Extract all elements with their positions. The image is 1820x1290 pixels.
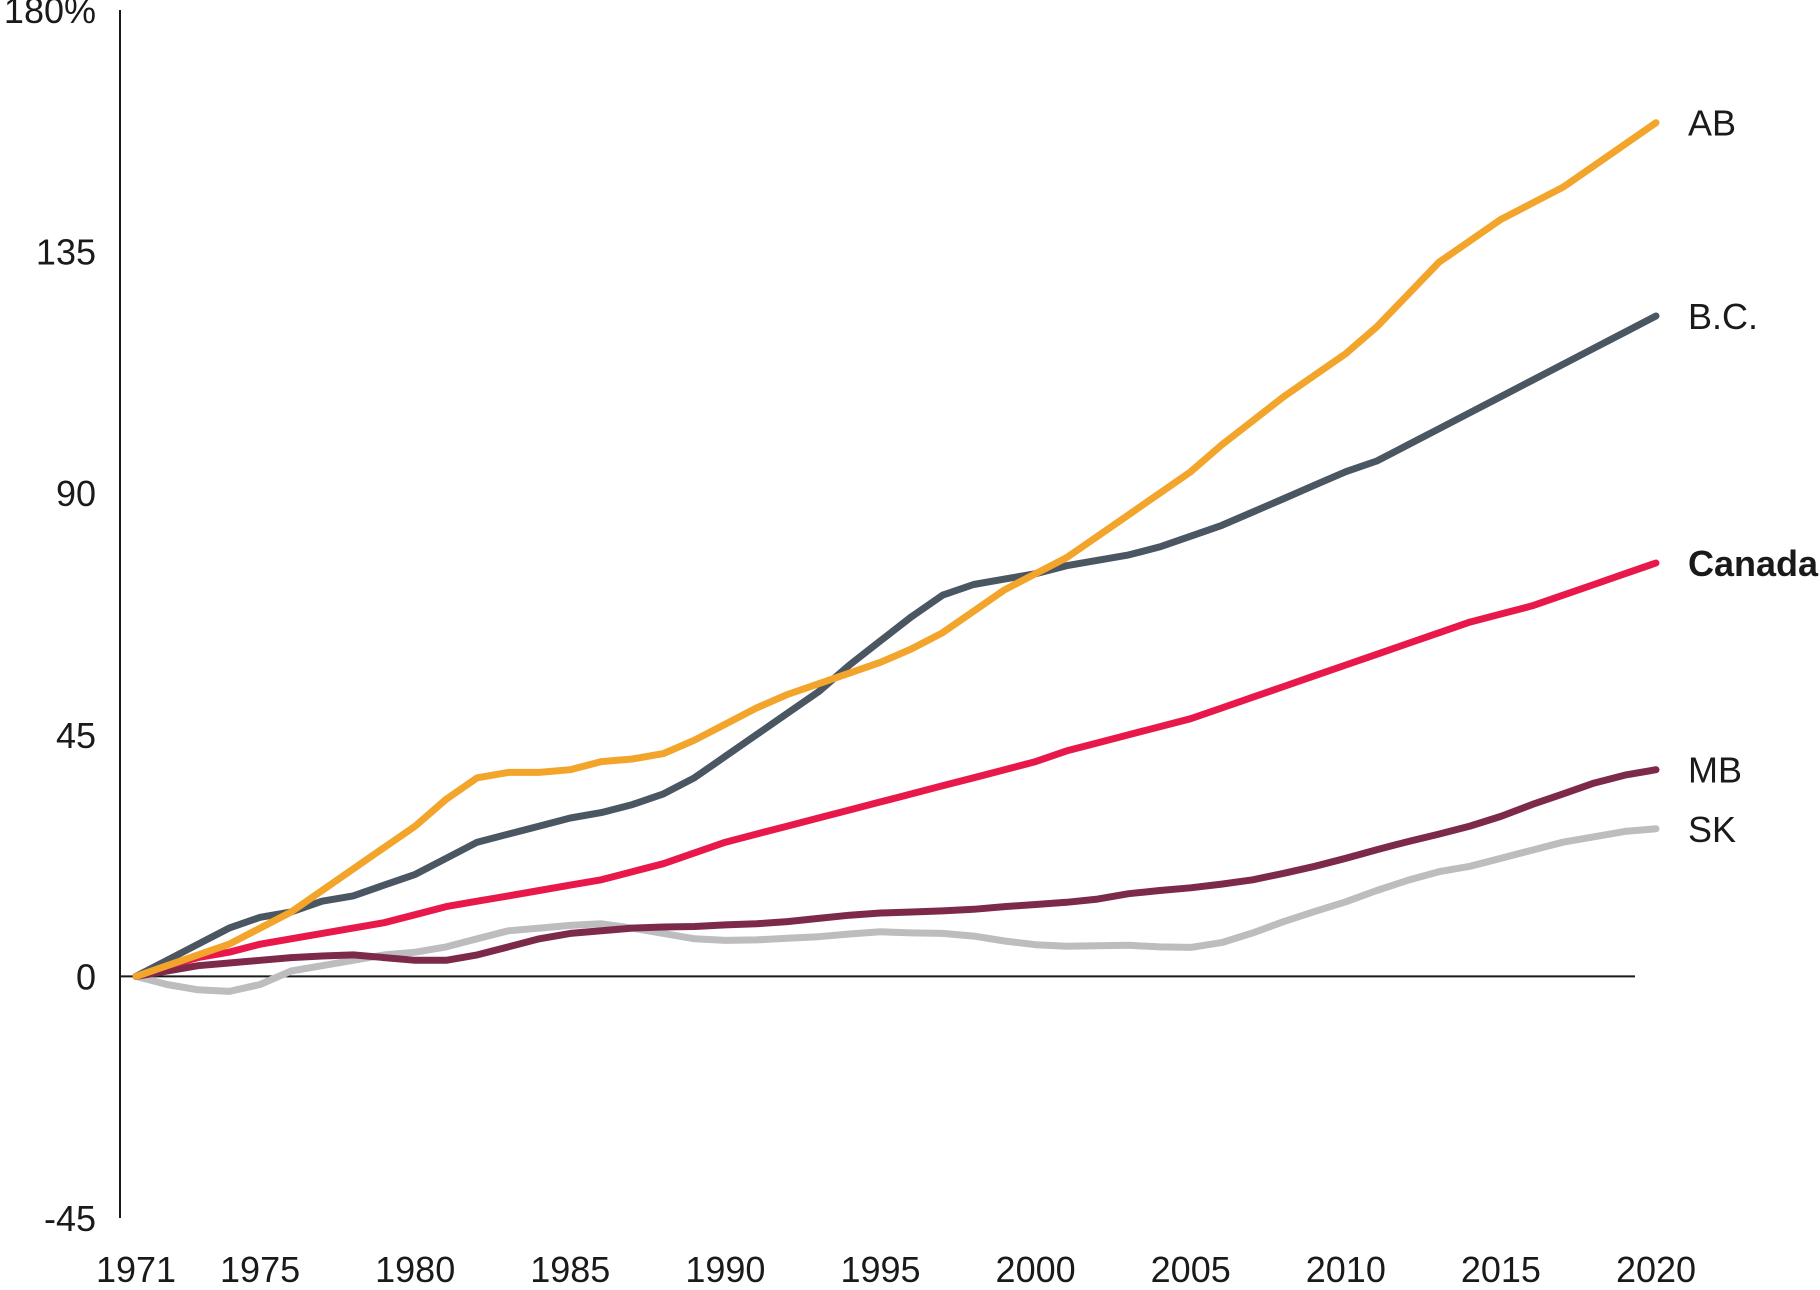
series-label-ab: AB — [1688, 103, 1736, 144]
x-tick-label: 1985 — [530, 1249, 610, 1290]
x-tick-label: 1995 — [840, 1249, 920, 1290]
x-tick-label: 2020 — [1616, 1249, 1696, 1290]
y-tick-label: 45 — [56, 715, 96, 756]
series-lines — [132, 119, 1660, 995]
series-line-ab — [132, 119, 1660, 980]
y-tick-label: 0 — [76, 956, 96, 997]
x-tick-label: 2000 — [996, 1249, 1076, 1290]
series-line-canada — [132, 559, 1660, 980]
series-label-mb: MB — [1688, 750, 1742, 791]
x-tick-label: 2005 — [1151, 1249, 1231, 1290]
series-line-bc — [132, 312, 1660, 980]
x-tick-label: 1990 — [685, 1249, 765, 1290]
x-tick-label: 1971 — [96, 1249, 176, 1290]
series-label-sk: SK — [1688, 809, 1736, 850]
series-labels: SK MB Canada B.C. AB — [1688, 103, 1819, 850]
x-tick-label: 1975 — [220, 1249, 300, 1290]
series-label-canada: Canada — [1688, 543, 1819, 584]
series-label-bc: B.C. — [1688, 296, 1758, 337]
series-line-sk — [132, 825, 1660, 995]
series-line-mb — [132, 766, 1660, 980]
y-tick-label: 135 — [36, 232, 96, 273]
x-tick-label: 2010 — [1306, 1249, 1386, 1290]
y-tick-label: 180% — [4, 0, 96, 31]
x-tick-label: 1980 — [375, 1249, 455, 1290]
y-tick-label: -45 — [44, 1198, 96, 1239]
y-tick-label: 90 — [56, 473, 96, 514]
x-tick-label: 2015 — [1461, 1249, 1541, 1290]
